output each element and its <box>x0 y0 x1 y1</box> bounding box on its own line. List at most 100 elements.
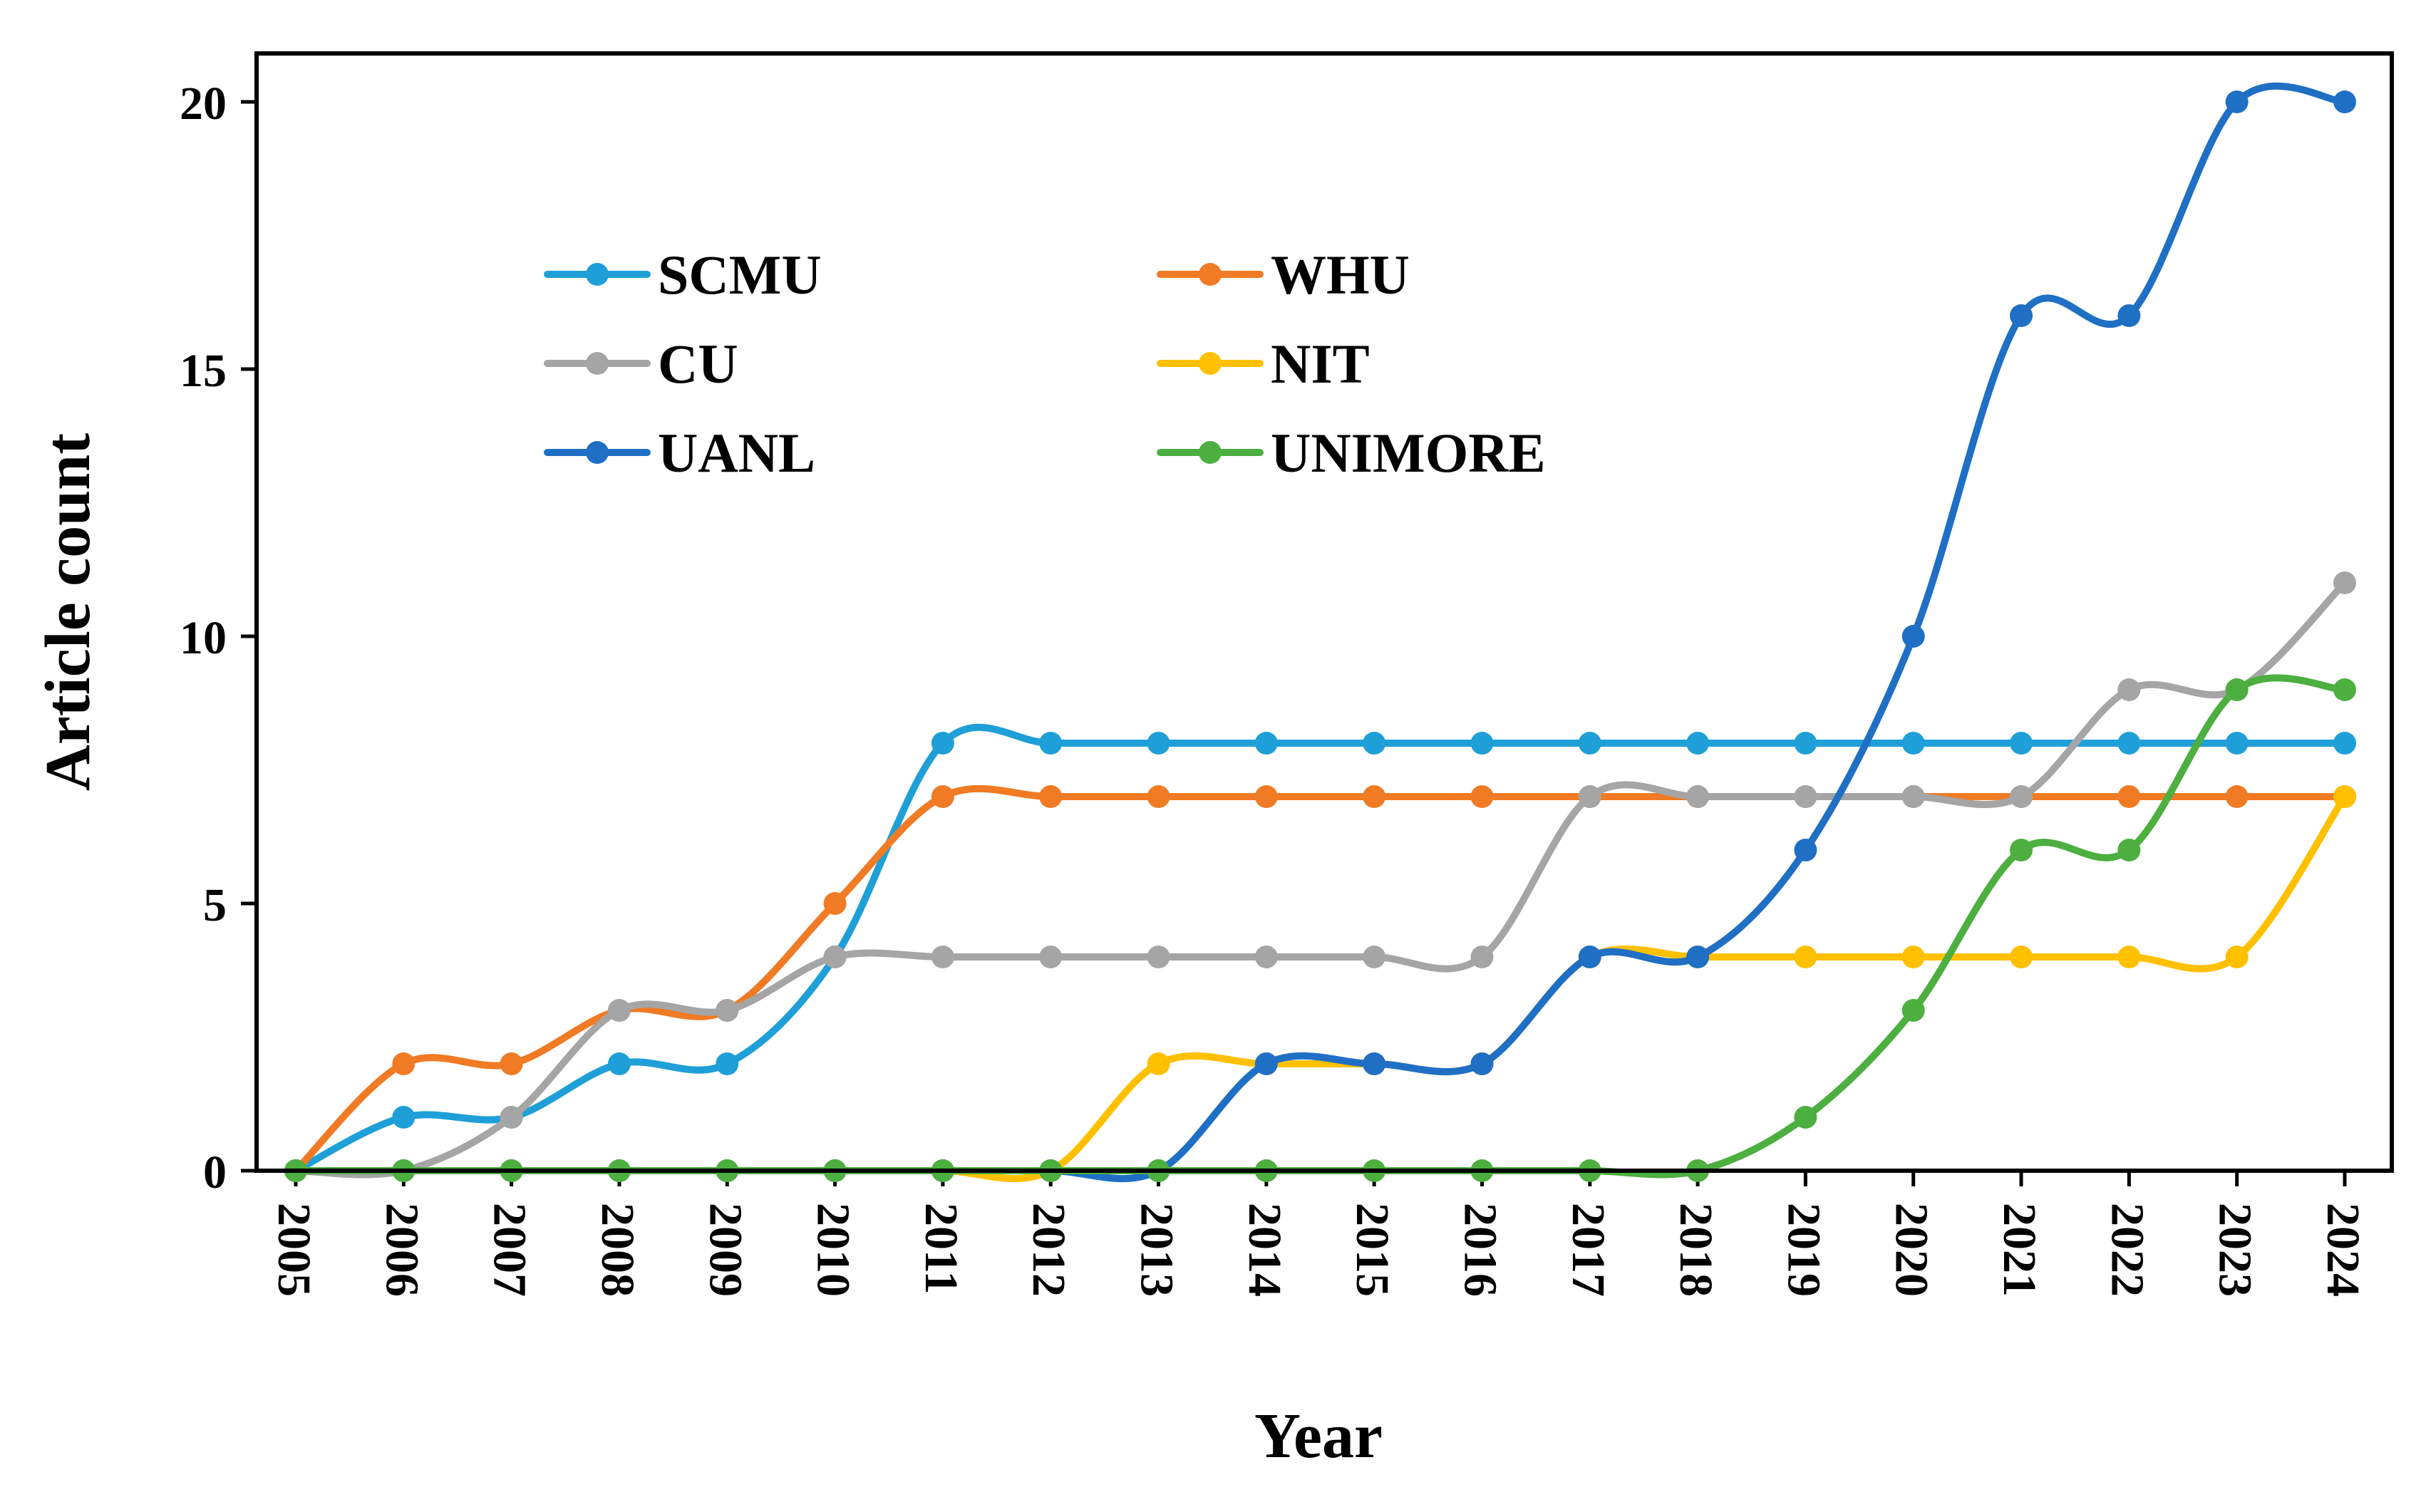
data-point <box>1147 1052 1170 1075</box>
data-point <box>392 1052 415 1075</box>
data-point <box>1363 1052 1386 1075</box>
x-tick-label: 2013 <box>1131 1203 1183 1297</box>
data-point <box>1578 785 1601 808</box>
legend-label: WHU <box>1271 244 1410 306</box>
x-tick-label: 2018 <box>1670 1203 1722 1297</box>
data-point <box>1363 732 1386 755</box>
series-scmu <box>284 723 2356 1182</box>
data-point <box>1363 946 1386 968</box>
legend-label: SCMU <box>658 244 822 306</box>
legend-item-uanl: UANL <box>544 422 815 484</box>
data-point <box>2010 946 2033 968</box>
data-point <box>1901 732 1925 755</box>
legend-marker <box>586 352 609 375</box>
data-point <box>1794 732 1817 755</box>
data-point <box>1794 1106 1817 1129</box>
x-tick-label: 2024 <box>2317 1203 2369 1297</box>
y-tick-label: 20 <box>180 78 227 130</box>
x-tick-label: 2006 <box>376 1203 428 1297</box>
x-tick-label: 2022 <box>2101 1203 2153 1297</box>
y-tick-label: 5 <box>203 879 227 931</box>
data-point <box>1254 1052 1278 1075</box>
data-point <box>931 946 954 968</box>
x-tick-label: 2015 <box>1346 1203 1398 1297</box>
x-tick-label: 2010 <box>807 1203 860 1297</box>
data-point <box>2010 304 2033 327</box>
data-point <box>1470 785 1494 808</box>
x-tick-label: 2020 <box>1886 1203 1938 1297</box>
y-tick-label: 10 <box>180 612 227 664</box>
data-point <box>2117 785 2141 808</box>
data-point <box>500 1106 523 1129</box>
data-point <box>2117 304 2141 327</box>
data-point <box>716 1052 739 1075</box>
data-point <box>2333 732 2356 755</box>
data-point <box>2225 678 2249 701</box>
legend-marker <box>1199 263 1222 286</box>
data-point <box>2333 571 2356 594</box>
data-point <box>2117 678 2141 701</box>
data-point <box>607 999 631 1022</box>
data-point <box>2333 785 2356 808</box>
data-point <box>1578 732 1601 755</box>
legend-label: CU <box>658 333 738 395</box>
data-point <box>2117 839 2141 861</box>
data-point <box>931 785 954 808</box>
x-axis-title: Year <box>1254 1401 1383 1471</box>
data-point <box>607 1052 631 1075</box>
data-point <box>2333 678 2356 701</box>
data-point <box>500 1052 523 1075</box>
data-point <box>1147 946 1170 968</box>
data-point <box>1686 732 1710 755</box>
data-point <box>1470 946 1494 968</box>
data-point <box>823 946 847 968</box>
data-point <box>1686 785 1710 808</box>
data-point <box>2010 732 2033 755</box>
data-point <box>1794 785 1817 808</box>
legend-label: NIT <box>1271 333 1370 395</box>
data-point <box>2010 785 2033 808</box>
x-tick-label: 2007 <box>484 1203 536 1297</box>
data-point <box>1470 1052 1494 1075</box>
data-point <box>2225 732 2249 755</box>
data-point <box>1794 839 1817 861</box>
y-tick-label: 15 <box>180 345 227 397</box>
plot-area-border <box>254 51 2394 1173</box>
legend-marker <box>586 263 609 286</box>
data-point <box>1794 946 1817 968</box>
legend-item-scmu: SCMU <box>544 244 822 306</box>
legend-marker <box>586 441 609 464</box>
data-point <box>1470 732 1494 755</box>
data-point <box>1039 732 1063 755</box>
legend-marker <box>1199 441 1222 464</box>
x-tick-label: 2023 <box>2209 1203 2261 1297</box>
data-point <box>2225 785 2249 808</box>
data-point <box>1901 785 1925 808</box>
data-point <box>1254 732 1278 755</box>
legend-item-nit: NIT <box>1157 333 1370 395</box>
data-point <box>716 999 739 1022</box>
x-tick-label: 2008 <box>592 1203 644 1297</box>
data-point <box>1901 625 1925 648</box>
data-point <box>1147 785 1170 808</box>
data-point <box>392 1106 415 1129</box>
x-tick-label: 2016 <box>1454 1203 1506 1297</box>
data-point <box>1901 946 1925 968</box>
data-point <box>1147 732 1170 755</box>
data-point <box>1039 946 1063 968</box>
data-point <box>2225 946 2249 968</box>
legend-marker <box>1199 352 1222 375</box>
x-tick-label: 2017 <box>1562 1203 1614 1297</box>
data-point <box>931 732 954 755</box>
x-tick-label: 2009 <box>699 1203 751 1297</box>
data-point <box>1254 946 1278 968</box>
data-point <box>2225 90 2249 113</box>
data-point <box>2010 839 2033 861</box>
data-point <box>823 892 847 915</box>
legend: SCMU WHU CU NIT UANL UNIMORE <box>544 244 1546 484</box>
data-point <box>1254 785 1278 808</box>
x-tick-label: 2021 <box>1993 1203 2045 1297</box>
data-point <box>2117 732 2141 755</box>
